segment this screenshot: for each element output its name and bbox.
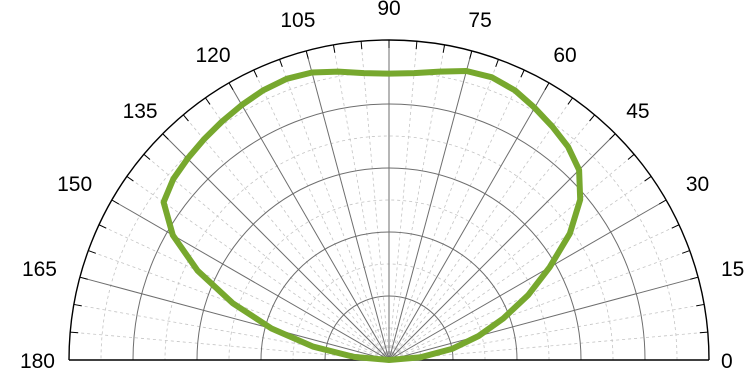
outer-tick bbox=[182, 114, 189, 122]
outer-tick bbox=[360, 41, 363, 50]
minor-spoke bbox=[279, 59, 390, 361]
minor-grid bbox=[70, 41, 708, 361]
outer-tick bbox=[544, 82, 550, 91]
minor-spoke bbox=[88, 250, 390, 361]
major-spoke bbox=[162, 133, 390, 361]
outer-tick bbox=[671, 224, 680, 229]
minor-spoke bbox=[388, 44, 445, 361]
minor-spoke bbox=[388, 97, 573, 361]
minor-spoke bbox=[98, 224, 390, 361]
outer-tick bbox=[111, 199, 120, 205]
major-spoke bbox=[388, 82, 550, 361]
outer-tick bbox=[205, 97, 211, 105]
major-spoke bbox=[305, 50, 390, 361]
outer-tick bbox=[70, 331, 79, 334]
outer-tick bbox=[690, 276, 699, 280]
outer-tick bbox=[699, 331, 708, 334]
outer-tick bbox=[73, 303, 82, 307]
angle-tick-label: 105 bbox=[280, 9, 315, 32]
minor-spoke bbox=[73, 304, 390, 361]
outer-tick bbox=[162, 133, 169, 140]
angle-tick-label: 15 bbox=[721, 258, 744, 281]
minor-spoke bbox=[253, 69, 390, 361]
minor-spoke bbox=[388, 224, 680, 361]
outer-tick bbox=[228, 82, 234, 91]
major-spoke bbox=[111, 199, 390, 361]
angle-tick-labels: 0 15 30 45 60 75 90 105 120 135 150 165 180 bbox=[20, 0, 744, 373]
minor-spoke bbox=[388, 304, 705, 361]
minor-spoke bbox=[388, 250, 690, 361]
outer-tick bbox=[279, 59, 283, 67]
outer-tick bbox=[98, 224, 107, 229]
outer-tick bbox=[88, 250, 96, 254]
series-layer bbox=[160, 68, 584, 363]
outer-tick bbox=[682, 250, 690, 254]
outer-tick bbox=[126, 176, 134, 182]
major-grid bbox=[68, 39, 710, 361]
minor-spoke bbox=[388, 154, 635, 361]
minor-spoke bbox=[388, 176, 652, 361]
major-spoke bbox=[388, 199, 667, 361]
outer-tick bbox=[495, 59, 499, 67]
angle-tick-label: 30 bbox=[686, 173, 709, 196]
angle-tick-label: 150 bbox=[57, 173, 92, 196]
outer-tick bbox=[332, 44, 336, 53]
outer-tick bbox=[79, 276, 88, 280]
angle-tick-label: 90 bbox=[377, 0, 400, 20]
minor-spoke bbox=[183, 114, 390, 361]
angle-tick-label: 120 bbox=[195, 44, 230, 67]
series-line bbox=[160, 68, 584, 363]
minor-spoke bbox=[388, 41, 418, 361]
outer-tick bbox=[627, 153, 635, 160]
minor-spoke bbox=[143, 154, 390, 361]
minor-spoke bbox=[388, 59, 499, 361]
minor-spoke bbox=[333, 44, 390, 361]
outer-tick bbox=[658, 199, 667, 205]
outer-tick bbox=[567, 97, 573, 105]
minor-ring bbox=[164, 135, 614, 361]
major-spoke bbox=[79, 276, 390, 361]
outer-tick bbox=[253, 69, 258, 78]
angle-tick-label: 165 bbox=[22, 258, 57, 281]
outer-tick bbox=[469, 50, 473, 59]
outer-tick bbox=[644, 176, 652, 182]
minor-spoke bbox=[388, 331, 708, 361]
outer-tick bbox=[143, 153, 151, 160]
outer-tick bbox=[415, 41, 418, 50]
minor-spoke bbox=[70, 331, 390, 361]
angle-tick-label: 0 bbox=[721, 350, 733, 373]
outer-tick bbox=[609, 133, 616, 140]
angle-tick-label: 60 bbox=[553, 44, 576, 67]
angle-tick-label: 75 bbox=[468, 9, 491, 32]
outer-tick bbox=[589, 114, 596, 122]
major-spoke bbox=[388, 276, 699, 361]
angle-tick-label: 135 bbox=[123, 100, 158, 123]
minor-spoke bbox=[360, 41, 390, 361]
major-spoke bbox=[388, 50, 473, 361]
outer-tick bbox=[442, 44, 446, 53]
outer-tick bbox=[305, 50, 309, 59]
minor-spoke bbox=[388, 69, 525, 361]
outer-tick bbox=[696, 303, 705, 307]
major-spoke bbox=[228, 82, 390, 361]
minor-spoke bbox=[388, 114, 595, 361]
angle-tick-label: 45 bbox=[626, 100, 649, 123]
outer-tick bbox=[520, 69, 525, 78]
minor-spoke bbox=[205, 97, 390, 361]
minor-spoke bbox=[126, 176, 390, 361]
angle-tick-label: 180 bbox=[20, 350, 55, 373]
